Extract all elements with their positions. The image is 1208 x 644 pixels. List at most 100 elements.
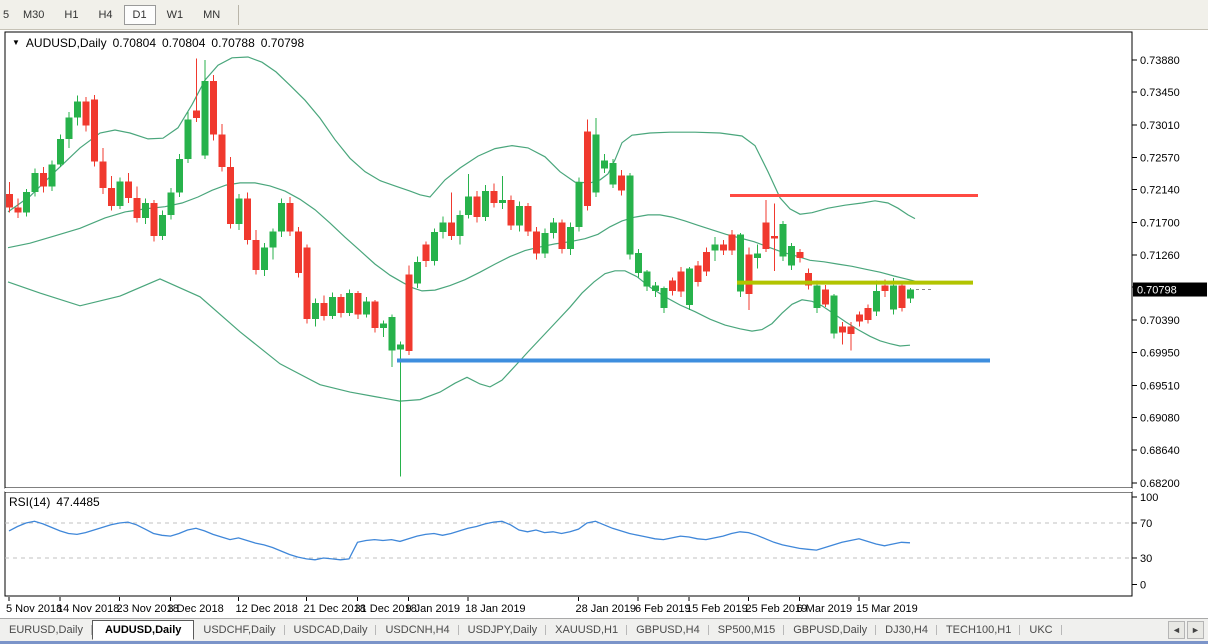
tab-sp500-m15[interactable]: SP500,M15 xyxy=(709,621,785,639)
tab-usdjpy-daily[interactable]: USDJPY,Daily xyxy=(459,621,547,639)
bollinger-upper-band xyxy=(7,56,916,220)
timeframe-button-d1[interactable]: D1 xyxy=(123,4,156,25)
collapse-triangle-icon[interactable]: ▼ xyxy=(12,37,20,47)
candle-body xyxy=(601,160,608,169)
candle-body xyxy=(881,285,889,291)
candle-body xyxy=(108,188,115,206)
tab-gbpusd-h4[interactable]: GBPUSD,H4 xyxy=(627,621,709,639)
candle-body xyxy=(422,244,430,262)
date-axis-label: 25 Feb 2019 xyxy=(746,603,808,615)
candle-body xyxy=(694,265,702,282)
candle-body xyxy=(635,252,642,273)
tab-usdcad-daily[interactable]: USDCAD,Daily xyxy=(285,621,377,639)
candle-body xyxy=(65,117,73,139)
tab-dj30-h4[interactable]: DJ30,H4 xyxy=(876,621,937,639)
tab-usdcnh-h4[interactable]: USDCNH,H4 xyxy=(376,621,459,639)
timeframe-button-h4[interactable]: H4 xyxy=(98,8,113,21)
candle-body xyxy=(210,80,217,135)
date-axis-label: 9 Jan 2019 xyxy=(406,603,460,615)
candle-body xyxy=(295,231,302,273)
candle-body xyxy=(507,200,515,226)
current-price-label: 0.70798 xyxy=(1137,285,1177,297)
timeframe-button-h1[interactable]: H1 xyxy=(64,8,79,21)
candle-body xyxy=(618,175,625,191)
toolbar-separator xyxy=(238,4,240,25)
timeframe-button-mn[interactable]: MN xyxy=(203,8,221,21)
tab-gbpusd-daily[interactable]: GBPUSD,Daily xyxy=(784,621,877,639)
tab-ukc[interactable]: UKC xyxy=(1020,621,1062,639)
candle-body xyxy=(788,246,795,266)
tab-usdchf-daily[interactable]: USDCHF,Daily xyxy=(194,621,285,639)
chart-symbol-label: AUDUSD,Daily xyxy=(25,36,107,50)
date-axis-label: 12 Dec 2018 xyxy=(236,603,298,615)
candle-body xyxy=(677,271,685,292)
tab-eurusd-daily[interactable]: EURUSD,Daily xyxy=(0,621,92,639)
date-axis-label: 18 Jan 2019 xyxy=(465,603,526,615)
candle-body xyxy=(660,287,668,308)
candle-body xyxy=(303,247,311,320)
candle-body xyxy=(609,162,617,185)
candle-body xyxy=(312,302,319,320)
rsi-axis-label: 30 xyxy=(1140,553,1152,565)
timeframe-button-w1[interactable]: W1 xyxy=(166,8,184,21)
pane-splitter[interactable] xyxy=(5,488,1132,492)
candle-body xyxy=(592,134,600,193)
candle-body xyxy=(23,191,30,213)
candle-body xyxy=(142,202,149,218)
rsi-pane[interactable] xyxy=(4,491,1133,597)
candle-body xyxy=(669,280,676,291)
candle-body xyxy=(533,231,540,254)
current-price-box xyxy=(1133,282,1207,297)
candle-body xyxy=(40,173,47,187)
candle-body xyxy=(252,240,260,271)
date-axis-label: 15 Feb 2019 xyxy=(686,603,748,615)
date-axis-label: 15 Mar 2019 xyxy=(856,603,918,615)
rsi-value: 47.4485 xyxy=(56,495,100,509)
candle-body xyxy=(159,214,166,236)
candle-body xyxy=(74,101,81,118)
date-axis-label: 5 Nov 2018 xyxy=(6,603,62,615)
candle-body xyxy=(626,175,634,255)
candle-body xyxy=(550,222,557,233)
main-pane[interactable] xyxy=(4,31,1133,489)
date-axis-label: 14 Nov 2018 xyxy=(57,603,119,615)
candle-body xyxy=(584,131,591,206)
timeframe-button-m30[interactable]: M30 xyxy=(23,8,45,21)
tab-audusd-daily[interactable]: AUDUSD,Daily xyxy=(91,620,195,640)
candle-body xyxy=(278,202,285,232)
candle-body xyxy=(745,254,753,294)
candle-body xyxy=(652,285,659,291)
date-axis-label: 21 Dec 2018 xyxy=(304,603,366,615)
candle-body xyxy=(388,316,396,351)
candle-body xyxy=(805,272,812,286)
tab-scroll-left-icon[interactable]: ◄ xyxy=(1168,621,1185,639)
candle-body xyxy=(380,323,387,329)
candle-body xyxy=(414,261,421,284)
candle-body xyxy=(235,198,243,224)
tab-xauusd-h1[interactable]: XAUUSD,H1 xyxy=(546,621,628,639)
candle-body xyxy=(6,194,13,208)
candle-body xyxy=(14,207,22,213)
candle-body xyxy=(150,202,158,236)
date-axis-label: 6 Mar 2019 xyxy=(797,603,853,615)
tab-tech100-h1[interactable]: TECH100,H1 xyxy=(937,621,1021,639)
candle-body xyxy=(516,205,523,226)
candle-body xyxy=(541,232,549,254)
rsi-axis-label: 100 xyxy=(1140,492,1158,504)
timeframe-toolbar: 5 M30 H1 H4 D1 W1 MN xyxy=(0,0,1208,30)
timeframe-button-5[interactable]: 5 xyxy=(3,8,10,21)
rsi-line xyxy=(8,520,911,561)
candle-body xyxy=(116,181,124,206)
candle-body xyxy=(82,101,90,126)
candle-body xyxy=(57,138,64,165)
candle-body xyxy=(779,223,787,257)
tab-scroll-right-icon[interactable]: ► xyxy=(1187,621,1204,639)
rsi-indicator-label: RSI(14) 47.4485 xyxy=(9,495,100,509)
candle-body xyxy=(125,181,132,198)
price-axis-label: 0.72140 xyxy=(1140,185,1180,197)
rsi-name: RSI(14) xyxy=(9,495,51,509)
date-axis-label: 31 Dec 2018 xyxy=(355,603,417,615)
price-axis-label: 0.73450 xyxy=(1140,87,1180,99)
